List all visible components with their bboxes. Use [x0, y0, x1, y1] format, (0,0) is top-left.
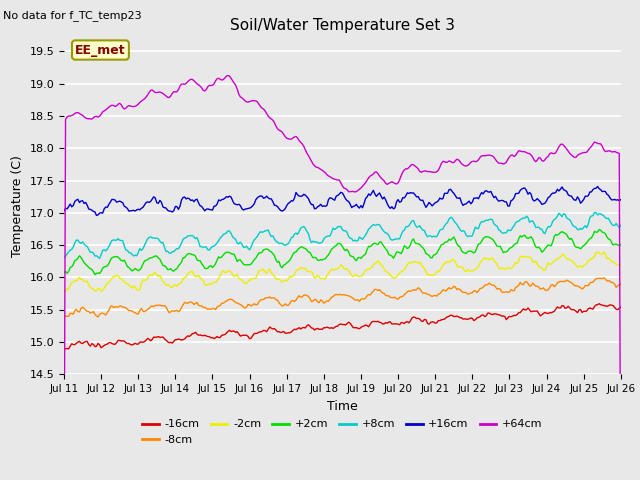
Text: EE_met: EE_met: [75, 44, 126, 57]
Title: Soil/Water Temperature Set 3: Soil/Water Temperature Set 3: [230, 18, 455, 33]
Text: No data for f_TC_temp23: No data for f_TC_temp23: [3, 11, 142, 22]
X-axis label: Time: Time: [327, 400, 358, 413]
Y-axis label: Temperature (C): Temperature (C): [11, 156, 24, 257]
Legend: -16cm, -8cm, -2cm, +2cm, +8cm, +16cm, +64cm: -16cm, -8cm, -2cm, +2cm, +8cm, +16cm, +6…: [138, 415, 547, 449]
